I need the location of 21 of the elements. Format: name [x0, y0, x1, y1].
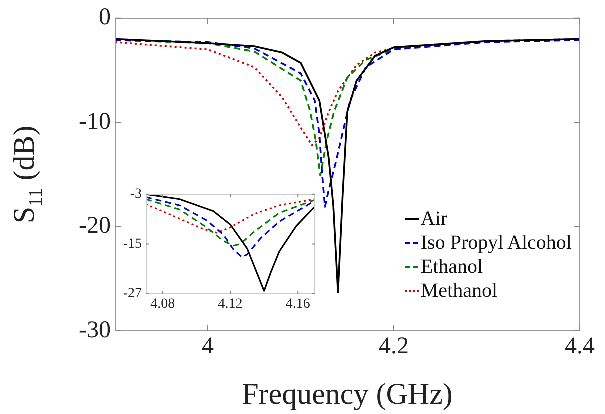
x-tick-label: 4.2 — [379, 334, 409, 360]
x-tick-label: 4.16 — [286, 297, 310, 312]
legend-label: Methanol — [420, 279, 498, 303]
y-tick-label: 0 — [99, 4, 111, 31]
y-tick-label: -15 — [123, 236, 142, 252]
line-series — [146, 198, 315, 247]
y-tick-label: -27 — [123, 286, 142, 302]
y-tick-label: -10 — [79, 108, 111, 135]
x-axis-title: Frequency (GHz) — [242, 378, 453, 411]
line-series — [115, 39, 580, 208]
x-tick-label: 4.4 — [565, 334, 595, 360]
y-tick-label: -20 — [79, 213, 111, 240]
y-tick-label: -3 — [130, 187, 142, 202]
x-tick-label: 4.12 — [218, 297, 243, 312]
x-tick-label: 4 — [202, 334, 214, 360]
legend-label: Iso Propyl Alcohol — [420, 231, 572, 255]
legend-label: Air — [420, 207, 448, 231]
x-tick-label: 4.08 — [150, 297, 176, 312]
y-tick-label: -30 — [79, 317, 111, 344]
y-axis-title: S11 (dB) — [8, 126, 47, 224]
legend-label: Ethanol — [420, 255, 484, 279]
